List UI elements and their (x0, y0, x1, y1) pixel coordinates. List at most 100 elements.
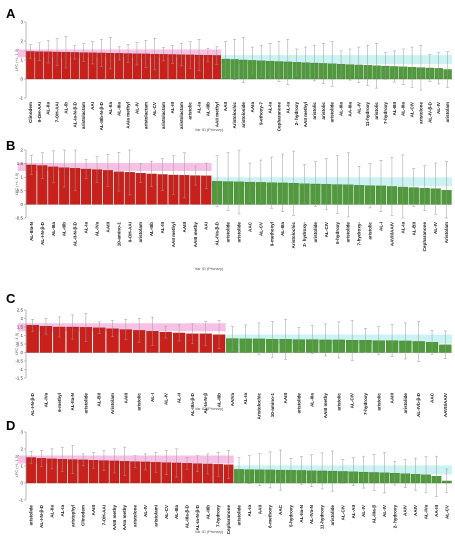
y-axis-label: LFC (+/- 1.5) (14, 172, 19, 195)
category-label: AAC (247, 221, 252, 232)
category-label: aristolam (445, 102, 450, 122)
category-label: 10-amino-1 (270, 393, 275, 418)
y-tick-label: 1 (20, 333, 23, 338)
category-label: AAC (278, 504, 283, 515)
category-label: AAIII (390, 393, 395, 403)
category-label: aristophyl (70, 505, 75, 527)
x-axis-label: Var ID (Primary) (195, 266, 224, 271)
category-label: aristolide (313, 222, 318, 243)
category-label: AL-CIV (410, 101, 415, 117)
x-axis-label: Var ID (Primary) (195, 127, 224, 132)
category-label: AL-IV (143, 504, 148, 517)
category-label: 6-methoxy (268, 505, 273, 528)
category-label: aristolide (226, 222, 231, 243)
category-label: Clinodem (28, 102, 33, 123)
category-label: AAI (204, 222, 209, 230)
category-label: AL-IVa (424, 505, 429, 520)
category-label: 5-hydroxy (335, 222, 340, 244)
category-label: AL-IIIa (117, 102, 122, 116)
category-label: AL-Ib (63, 102, 68, 114)
panel-letter: C (6, 291, 16, 306)
category-label: AL-IIIa (174, 505, 179, 519)
panel-A: A -1 0 1 2 3 LFC (+/- 1.5) Clinodem 9-OH-AAI AL-I… (6, 6, 452, 132)
x-axis-label: Var ID (Primary) (195, 529, 224, 534)
panel-letter: D (6, 418, 15, 433)
category-label: 7-hydroxy (363, 393, 368, 415)
category-label: AL-CIV (340, 504, 345, 520)
category-label: aristolic (188, 102, 193, 120)
y-axis-label: LFC (+/- 1.5) (14, 454, 19, 477)
category-label: Aristolochic (232, 102, 237, 129)
category-label: aristolic (336, 393, 341, 411)
y-tick-label: 0.5 (17, 188, 24, 193)
category-label: AL-IV (361, 504, 366, 517)
category-label: AL-I-N-β-D (40, 221, 45, 245)
y-tick-label: -1.5 (15, 376, 23, 381)
highlight-band (18, 323, 226, 332)
category-label: AL-IIa-N (299, 504, 304, 522)
category-label: 9-ethoxy-7 (259, 102, 264, 125)
y-tick-label: 1.5 (17, 161, 24, 166)
category-label: AL-Ia (268, 102, 273, 114)
highlight-band (211, 177, 452, 187)
category-label: AL-III (160, 222, 165, 233)
category-label: AAII (257, 505, 262, 514)
y-axis-label: LFC (+/- 1.5) (14, 332, 19, 355)
category-label: aristolactam (161, 102, 166, 129)
y-tick-label: 2.5 (17, 308, 24, 313)
category-label: AL-IIIa (280, 222, 285, 236)
category-label: AL-IV (163, 392, 168, 405)
y-tick-label: 1 (20, 58, 23, 63)
category-label: Aristolochic (256, 393, 261, 420)
category-label: AL-IV-β-D (427, 101, 432, 123)
category-label: AL-IVa (95, 222, 100, 237)
category-label: AAII methyl (214, 102, 219, 127)
category-label: AAIII (283, 393, 288, 403)
category-label: 2- hydroxy- (302, 222, 307, 247)
y-tick-label: -0.5 (15, 359, 23, 364)
category-label: AL-Ia (243, 393, 248, 405)
category-label: AAII (223, 102, 228, 111)
category-label: AAIII (182, 222, 187, 232)
category-label: AL-IVa-N (309, 504, 314, 524)
category-label: AL-CIV (324, 221, 329, 237)
category-label: AL-IIIb (205, 102, 210, 116)
y-tick-label: 0.5 (17, 342, 24, 347)
category-label: AL-Ia (84, 222, 89, 234)
category-label: Aristolochic (291, 222, 296, 249)
category-label: AL-CV (444, 504, 449, 519)
category-label: AL-Ia-N-β-D (195, 504, 200, 530)
category-label: AL-IIIb (62, 222, 67, 236)
category-label: AL-IVb-β-D (416, 392, 421, 417)
highlight-band (18, 162, 212, 171)
category-label: AL-IIIa-β (372, 505, 377, 524)
y-tick-label: 2 (20, 447, 23, 452)
category-label: AL-Ia (60, 505, 65, 517)
category-label: AA-III (434, 505, 439, 517)
category-label: Cepharanone (422, 222, 427, 252)
y-tick-label: 3 (20, 20, 23, 25)
y-tick-label: 0 (20, 77, 23, 82)
category-label: AL-IVa (43, 393, 48, 408)
category-label: aristolic (374, 102, 379, 120)
category-label: Cepharanone (276, 102, 281, 132)
category-label: aristolide (330, 102, 335, 123)
category-label: AL-Ia (197, 102, 202, 114)
category-label: aristolide (403, 393, 408, 414)
y-tick-label: 1 (20, 175, 23, 180)
category-label: AL-IIIa (401, 102, 406, 116)
category-label: AL-Ia (285, 102, 290, 114)
panel-letter: B (6, 138, 15, 153)
category-label: AL-Ia-N-β-D (72, 101, 77, 127)
category-label: AL-BII (97, 393, 102, 407)
panel-letter: A (6, 6, 16, 21)
category-label: 11-hydroxy (365, 102, 370, 127)
category-label: AAIII (123, 393, 128, 403)
category-label: aristoloside (241, 102, 246, 128)
category-label: 9-methoxyl (269, 222, 274, 246)
category-label: AL-IIIa-β-D (190, 392, 195, 416)
category-label: AL-BII (392, 102, 397, 116)
y-tick-label: -1 (19, 96, 23, 101)
category-label: AL-IIa (108, 102, 113, 115)
category-label: AAIV (413, 504, 418, 516)
